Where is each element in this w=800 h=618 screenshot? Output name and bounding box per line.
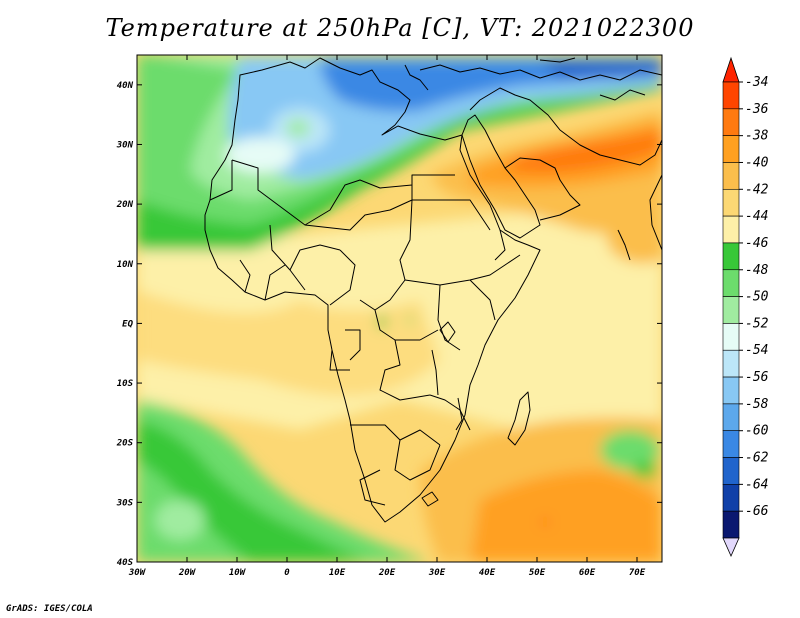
- lat-tick-label: 30S: [116, 498, 134, 508]
- lon-tick-label: 40E: [479, 568, 496, 578]
- colorbar-label: -46: [745, 236, 769, 251]
- colorbar-segment: [722, 349, 740, 378]
- colorbar-segment: [722, 269, 740, 297]
- lon-tick-label: 0: [284, 568, 290, 578]
- lon-tick-label: 30W: [128, 568, 147, 578]
- lon-tick-label: 30E: [428, 568, 446, 578]
- lon-tick-label: 10E: [329, 568, 346, 578]
- lat-tick-label: 30N: [116, 140, 134, 150]
- lat-tick-label: EQ: [122, 319, 133, 329]
- grads-credit: GrADS: IGES/COLA: [6, 604, 93, 614]
- colorbar-label: -58: [745, 397, 769, 412]
- map-frame: [136, 54, 663, 563]
- lat-tick-label: 20N: [116, 200, 134, 210]
- colorbar-segment: [722, 108, 740, 136]
- colorbar-label: -50: [745, 290, 769, 305]
- colorbar: -34 -36 -38 -40 -42 -44 -46 -48 -50 -52 -54 -56 -58 -…: [722, 56, 769, 557]
- colorbar-segment: [722, 510, 740, 539]
- latitude-axis: 40N 30N 20N 10N EQ 10S 20S 30S 40S: [116, 81, 662, 568]
- chart-title: Temperature at 250hPa [C], VT: 202102230…: [105, 14, 695, 42]
- colorbar-label: -34: [745, 75, 768, 90]
- colorbar-segment: [722, 135, 740, 163]
- colorbar-segment: [722, 215, 740, 244]
- temperature-field: [137, 55, 662, 562]
- lon-tick-label: 50E: [529, 568, 546, 578]
- colorbar-label: -64: [745, 477, 768, 492]
- colorbar-label: -38: [745, 129, 769, 144]
- lon-tick-label: 60E: [579, 568, 596, 578]
- colorbar-segment: [722, 188, 740, 217]
- colorbar-label: -60: [745, 424, 769, 439]
- colorbar-label: -42: [745, 182, 769, 197]
- colorbar-segment: [722, 296, 740, 324]
- colorbar-segment: [722, 457, 740, 485]
- colorbar-label: -52: [745, 316, 769, 331]
- lat-tick-label: 40N: [117, 81, 134, 91]
- colorbar-top-arrow: [722, 56, 740, 83]
- colorbar-label: -62: [745, 451, 769, 466]
- lat-tick-label: 20S: [116, 439, 134, 449]
- colorbar-label: -48: [745, 263, 769, 278]
- colorbar-segment: [722, 81, 740, 110]
- longitude-axis: 30W 20W 10W 0 10E 20E 30E 40E 50E 60E 70E: [128, 55, 646, 578]
- colorbar-segment: [722, 403, 740, 432]
- colorbar-label: -44: [745, 209, 768, 224]
- colorbar-segment: [722, 484, 740, 512]
- colorbar-segment: [722, 162, 740, 190]
- colorbar-segment: [722, 376, 740, 405]
- lon-tick-label: 20W: [178, 568, 197, 578]
- colorbar-label: -40: [745, 155, 769, 170]
- colorbar-label: -54: [745, 343, 768, 358]
- lon-tick-label: 20E: [378, 568, 396, 578]
- colorbar-label: -66: [745, 504, 769, 519]
- colorbar-segment: [722, 430, 740, 458]
- colorbar-segment: [722, 323, 740, 351]
- lat-tick-label: 40S: [117, 558, 134, 568]
- colorbar-segment: [722, 242, 740, 271]
- colorbar-label: -56: [745, 370, 769, 385]
- lon-tick-label: 70E: [629, 568, 646, 578]
- colorbar-bottom-arrow: [722, 537, 740, 557]
- lon-tick-label: 10W: [229, 568, 247, 578]
- lat-tick-label: 10S: [117, 379, 134, 389]
- colorbar-label: -36: [745, 102, 769, 117]
- lat-tick-label: 10N: [117, 260, 134, 270]
